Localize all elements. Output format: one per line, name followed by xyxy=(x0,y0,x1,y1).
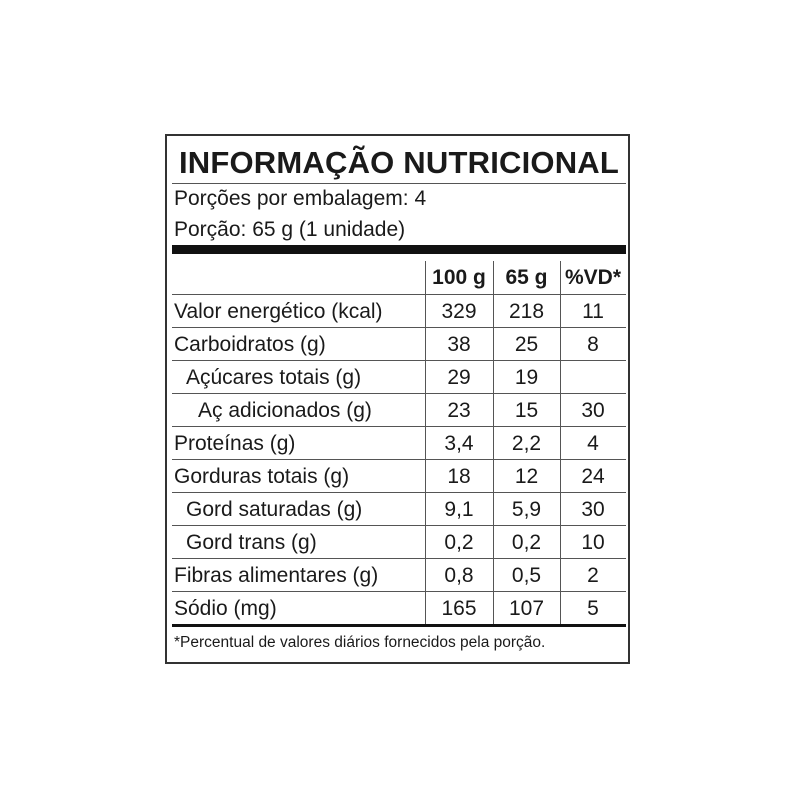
thick-divider-bottom xyxy=(172,624,626,627)
row-divider xyxy=(172,558,626,559)
nutrient-label: Açúcares totais (g) xyxy=(186,366,362,389)
row-divider xyxy=(172,525,626,526)
column-divider xyxy=(425,261,426,625)
serving-size: Porção: 65 g (1 unidade) xyxy=(174,218,406,241)
value-serving: 2,2 xyxy=(511,432,542,455)
footnote: *Percentual de valores diários fornecido… xyxy=(174,634,546,651)
table-row: Gord trans (g) 0,2 0,2 10 xyxy=(172,526,626,559)
value-100g: 0,2 xyxy=(444,531,474,554)
value-serving: 15 xyxy=(514,399,539,422)
value-100g: 29 xyxy=(447,366,471,389)
table-row: Aç adicionados (g) 23 15 30 xyxy=(172,394,626,427)
row-divider xyxy=(172,426,626,427)
nutrient-label: Gorduras totais (g) xyxy=(174,465,350,488)
value-100g: 165 xyxy=(441,597,477,620)
row-divider xyxy=(172,294,626,295)
nutrition-label-border xyxy=(165,134,630,664)
value-vd: 24 xyxy=(581,465,605,488)
value-serving: 0,2 xyxy=(511,531,542,554)
value-vd: 4 xyxy=(587,432,599,455)
value-100g: 329 xyxy=(441,300,477,323)
nutrient-label: Sódio (mg) xyxy=(174,597,277,620)
value-serving: 218 xyxy=(508,300,545,323)
servings-per-package: Porções por embalagem: 4 xyxy=(174,187,427,210)
row-divider xyxy=(172,492,626,493)
table-header: 100 g 65 g %VD* xyxy=(172,261,626,294)
value-100g: 38 xyxy=(447,333,471,356)
value-vd: 30 xyxy=(581,399,605,422)
divider xyxy=(172,183,626,184)
value-serving: 107 xyxy=(508,597,545,620)
table-row: Carboidratos (g) 38 25 8 xyxy=(172,328,626,361)
value-serving: 12 xyxy=(514,465,539,488)
nutrient-label: Proteínas (g) xyxy=(174,432,296,455)
value-serving: 25 xyxy=(514,333,539,356)
nutrient-label: Aç adicionados (g) xyxy=(198,399,372,422)
header-serving: 65 g xyxy=(505,266,548,289)
value-serving: 19 xyxy=(514,366,539,389)
value-vd: 5 xyxy=(587,597,599,620)
value-vd: 10 xyxy=(581,531,605,554)
nutrient-label: Gord saturadas (g) xyxy=(186,498,363,521)
table-row: Fibras alimentares (g) 0,8 0,5 2 xyxy=(172,559,626,592)
column-divider xyxy=(493,261,494,625)
value-vd: 8 xyxy=(587,333,599,356)
header-100g: 100 g xyxy=(432,266,486,289)
value-vd: 30 xyxy=(581,498,605,521)
value-100g: 18 xyxy=(447,465,471,488)
row-divider xyxy=(172,327,626,328)
table-row: Sódio (mg) 165 107 5 xyxy=(172,592,626,625)
value-100g: 9,1 xyxy=(444,498,474,521)
row-divider xyxy=(172,393,626,394)
row-divider xyxy=(172,360,626,361)
value-vd: 11 xyxy=(582,300,604,323)
table-row: Gorduras totais (g) 18 12 24 xyxy=(172,460,626,493)
value-100g: 3,4 xyxy=(444,432,474,455)
nutrient-label: Carboidratos (g) xyxy=(174,333,326,356)
header-vd: %VD* xyxy=(564,266,622,289)
table-row: Valor energético (kcal) 329 218 11 xyxy=(172,295,626,328)
value-serving: 0,5 xyxy=(511,564,542,587)
nutrient-label: Gord trans (g) xyxy=(186,531,317,554)
label-title: INFORMAÇÃO NUTRICIONAL xyxy=(178,145,620,180)
nutrient-label: Fibras alimentares (g) xyxy=(174,564,379,587)
row-divider xyxy=(172,459,626,460)
column-divider xyxy=(560,261,561,625)
table-row: Proteínas (g) 3,4 2,2 4 xyxy=(172,427,626,460)
value-vd: 2 xyxy=(587,564,599,587)
value-100g: 0,8 xyxy=(444,564,474,587)
nutrient-label: Valor energético (kcal) xyxy=(174,300,383,323)
thick-divider xyxy=(172,245,626,254)
value-100g: 23 xyxy=(447,399,471,422)
value-serving: 5,9 xyxy=(511,498,542,521)
table-row: Açúcares totais (g) 29 19 xyxy=(172,361,626,394)
table-row: Gord saturadas (g) 9,1 5,9 30 xyxy=(172,493,626,526)
row-divider xyxy=(172,591,626,592)
